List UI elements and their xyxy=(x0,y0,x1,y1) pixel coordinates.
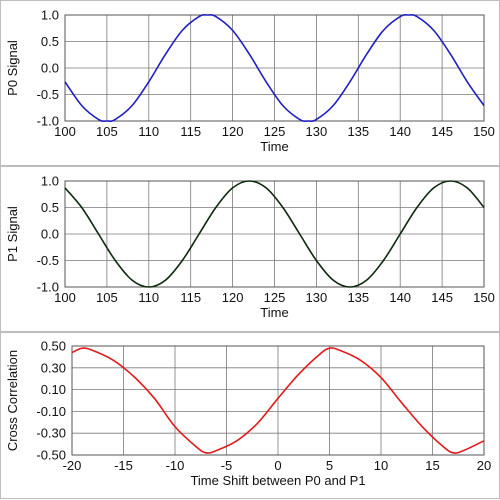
x-tick-label: 145 xyxy=(431,290,453,305)
x-tick-label: 0 xyxy=(274,458,281,473)
x-tick-label: 115 xyxy=(180,124,201,139)
x-tick-label: 100 xyxy=(54,290,76,305)
x-tick-label: 20 xyxy=(477,458,491,473)
p1-signal-chart: 100 105 110 115 120 125 130 135 140 145 150 1.0 0.5 0… xyxy=(5,174,495,321)
x-tick-label: 105 xyxy=(96,124,118,139)
plot-frame xyxy=(64,14,485,122)
series-line xyxy=(71,347,485,454)
x-tick-label: 10 xyxy=(374,458,388,473)
x-tick-label: -5 xyxy=(221,458,233,473)
plot-frame xyxy=(71,345,485,456)
x-tick-label: 5 xyxy=(326,458,333,473)
y-tick-label: 0.10 xyxy=(41,382,66,397)
plot-frame xyxy=(64,180,485,288)
x-tick-label: 140 xyxy=(389,290,411,305)
y-axis-label: P1 Signal xyxy=(5,206,20,262)
y-tick-label: 0.5 xyxy=(41,200,59,215)
y-tick-label: 0.0 xyxy=(41,227,59,242)
y-tick-label: 0.50 xyxy=(41,339,66,354)
x-tick-label: 130 xyxy=(306,290,328,305)
p1-signal-panel: 100 105 110 115 120 125 130 135 140 145 150 1.0 0.5 0… xyxy=(0,166,500,332)
x-tick-label: 105 xyxy=(96,290,118,305)
x-tick-label: -10 xyxy=(166,458,185,473)
x-tick-label: 150 xyxy=(473,124,495,139)
x-tick-label: 130 xyxy=(306,124,328,139)
x-tick-label: 145 xyxy=(431,124,453,139)
x-tick-label: 15 xyxy=(425,458,439,473)
y-tick-label: 0.0 xyxy=(41,61,59,76)
x-tick-label: 135 xyxy=(347,124,369,139)
x-tick-label: 140 xyxy=(389,124,411,139)
cross-correlation-panel: -20 -15 -10 -5 0 5 10 15 20 0.50 0.30 0.10 -0.10 -0.3… xyxy=(0,332,500,499)
x-tick-label: 120 xyxy=(222,124,244,139)
series-line xyxy=(64,14,485,122)
x-tick-label: 100 xyxy=(54,124,76,139)
y-tick-label: -0.30 xyxy=(36,426,66,441)
x-tick-label: 115 xyxy=(180,290,201,305)
x-tick-label: -15 xyxy=(114,458,133,473)
x-axis-label: Time xyxy=(260,305,288,320)
x-axis-label: Time Shift between P0 and P1 xyxy=(190,473,365,488)
y-axis-label: P0 Signal xyxy=(5,40,20,96)
x-tick-label: 125 xyxy=(264,124,286,139)
x-tick-label: 135 xyxy=(347,290,369,305)
y-axis-label: Cross Correlation xyxy=(5,350,20,451)
y-tick-label: 0.30 xyxy=(41,360,66,375)
y-tick-label: -1.0 xyxy=(37,114,59,129)
cross-correlation-chart: -20 -15 -10 -5 0 5 10 15 20 0.50 0.30 0.10 -0.10 -0.3… xyxy=(5,339,491,489)
x-axis-label: Time xyxy=(260,139,288,154)
p0-signal-chart: 100 105 110 115 120 125 130 135 140 145 150 1.0 0.5 0… xyxy=(5,8,495,155)
x-tick-label: 110 xyxy=(138,290,159,305)
y-tick-label: 0.5 xyxy=(41,34,59,49)
y-tick-label: -1.0 xyxy=(37,280,59,295)
x-tick-label: -20 xyxy=(63,458,82,473)
x-tick-label: 120 xyxy=(222,290,244,305)
y-tick-label: -0.5 xyxy=(37,253,59,268)
x-tick-label: 125 xyxy=(264,290,286,305)
x-tick-label: 150 xyxy=(473,290,495,305)
y-tick-label: -0.10 xyxy=(36,404,66,419)
series-line xyxy=(64,180,485,288)
y-tick-label: 1.0 xyxy=(41,174,59,189)
p0-signal-panel: 100 105 110 115 120 125 130 135 140 145 150 1.0 0.5 0… xyxy=(0,0,500,166)
y-tick-label: 1.0 xyxy=(41,8,59,23)
y-tick-label: -0.5 xyxy=(37,87,59,102)
x-tick-label: 110 xyxy=(138,124,159,139)
y-tick-label: -0.50 xyxy=(36,448,66,463)
